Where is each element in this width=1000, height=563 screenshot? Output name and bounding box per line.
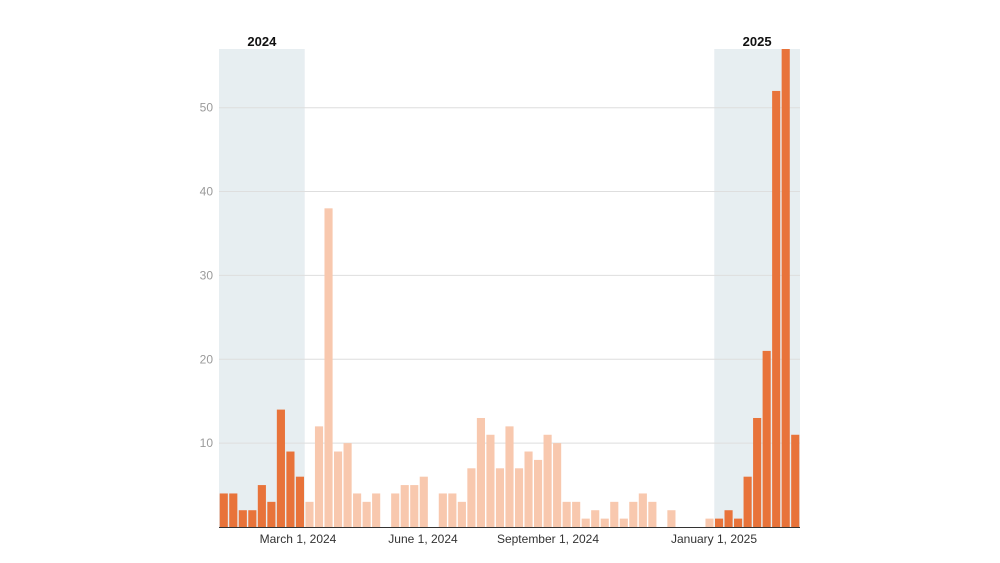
bar bbox=[514, 468, 524, 527]
bar bbox=[648, 501, 657, 527]
bar bbox=[257, 485, 266, 527]
bar bbox=[667, 510, 676, 527]
bar bbox=[353, 493, 362, 527]
bar bbox=[734, 518, 743, 527]
bar bbox=[772, 90, 781, 528]
bar bbox=[705, 518, 714, 527]
band-label: 2025 bbox=[743, 34, 772, 49]
x-tick-label: September 1, 2024 bbox=[497, 532, 599, 546]
bar bbox=[391, 493, 400, 527]
bar bbox=[629, 501, 638, 527]
x-tick-label: January 1, 2025 bbox=[671, 532, 757, 546]
bar bbox=[324, 208, 333, 528]
bar bbox=[610, 501, 619, 527]
bar bbox=[714, 518, 724, 527]
bar bbox=[572, 501, 581, 527]
gridlines bbox=[219, 107, 800, 444]
labels: 2024 2025 10 20 30 40 50 March 1, 2024 June 1, 2… bbox=[200, 34, 772, 546]
x-tick-label: March 1, 2024 bbox=[260, 532, 337, 546]
bar bbox=[219, 493, 228, 527]
bar bbox=[486, 434, 495, 527]
bar bbox=[476, 417, 485, 527]
bar bbox=[743, 476, 752, 527]
bar bbox=[343, 443, 352, 527]
bar bbox=[448, 493, 457, 527]
y-tick-label: 10 bbox=[200, 436, 214, 450]
bar bbox=[505, 426, 514, 527]
y-tick-label: 30 bbox=[200, 268, 214, 282]
bar bbox=[467, 468, 476, 527]
bar bbox=[495, 468, 505, 527]
bars bbox=[219, 49, 800, 528]
y-tick-label: 20 bbox=[200, 352, 214, 366]
bar bbox=[229, 493, 238, 527]
bar bbox=[619, 518, 628, 527]
bar bbox=[419, 476, 428, 527]
bar bbox=[400, 485, 409, 527]
bar bbox=[248, 510, 257, 527]
bar bbox=[600, 518, 609, 527]
bar bbox=[762, 350, 771, 527]
bar bbox=[276, 409, 285, 527]
band-label: 2024 bbox=[247, 34, 277, 49]
bar bbox=[457, 501, 466, 527]
bar bbox=[438, 493, 447, 527]
bar bbox=[372, 493, 381, 527]
bar bbox=[791, 434, 800, 527]
bar bbox=[238, 510, 247, 527]
bar bbox=[562, 501, 571, 527]
highlight-band bbox=[219, 49, 305, 527]
bar bbox=[638, 493, 647, 527]
y-tick-label: 50 bbox=[200, 101, 214, 115]
bar bbox=[534, 459, 543, 527]
x-tick-label: June 1, 2024 bbox=[388, 532, 458, 546]
bar bbox=[553, 443, 562, 527]
bar bbox=[333, 451, 343, 527]
bar bbox=[295, 476, 305, 527]
bar bbox=[781, 49, 790, 527]
bar bbox=[591, 510, 600, 527]
y-tick-label: 40 bbox=[200, 185, 214, 199]
bar bbox=[305, 501, 314, 527]
bar bbox=[543, 434, 552, 527]
bar bbox=[410, 485, 419, 527]
bar bbox=[524, 451, 533, 527]
bar bbox=[286, 451, 295, 527]
bar bbox=[267, 501, 276, 527]
bar bbox=[314, 426, 324, 527]
bar bbox=[753, 417, 762, 527]
bar bbox=[724, 510, 733, 527]
bar bbox=[581, 518, 590, 527]
bar bbox=[362, 501, 371, 527]
